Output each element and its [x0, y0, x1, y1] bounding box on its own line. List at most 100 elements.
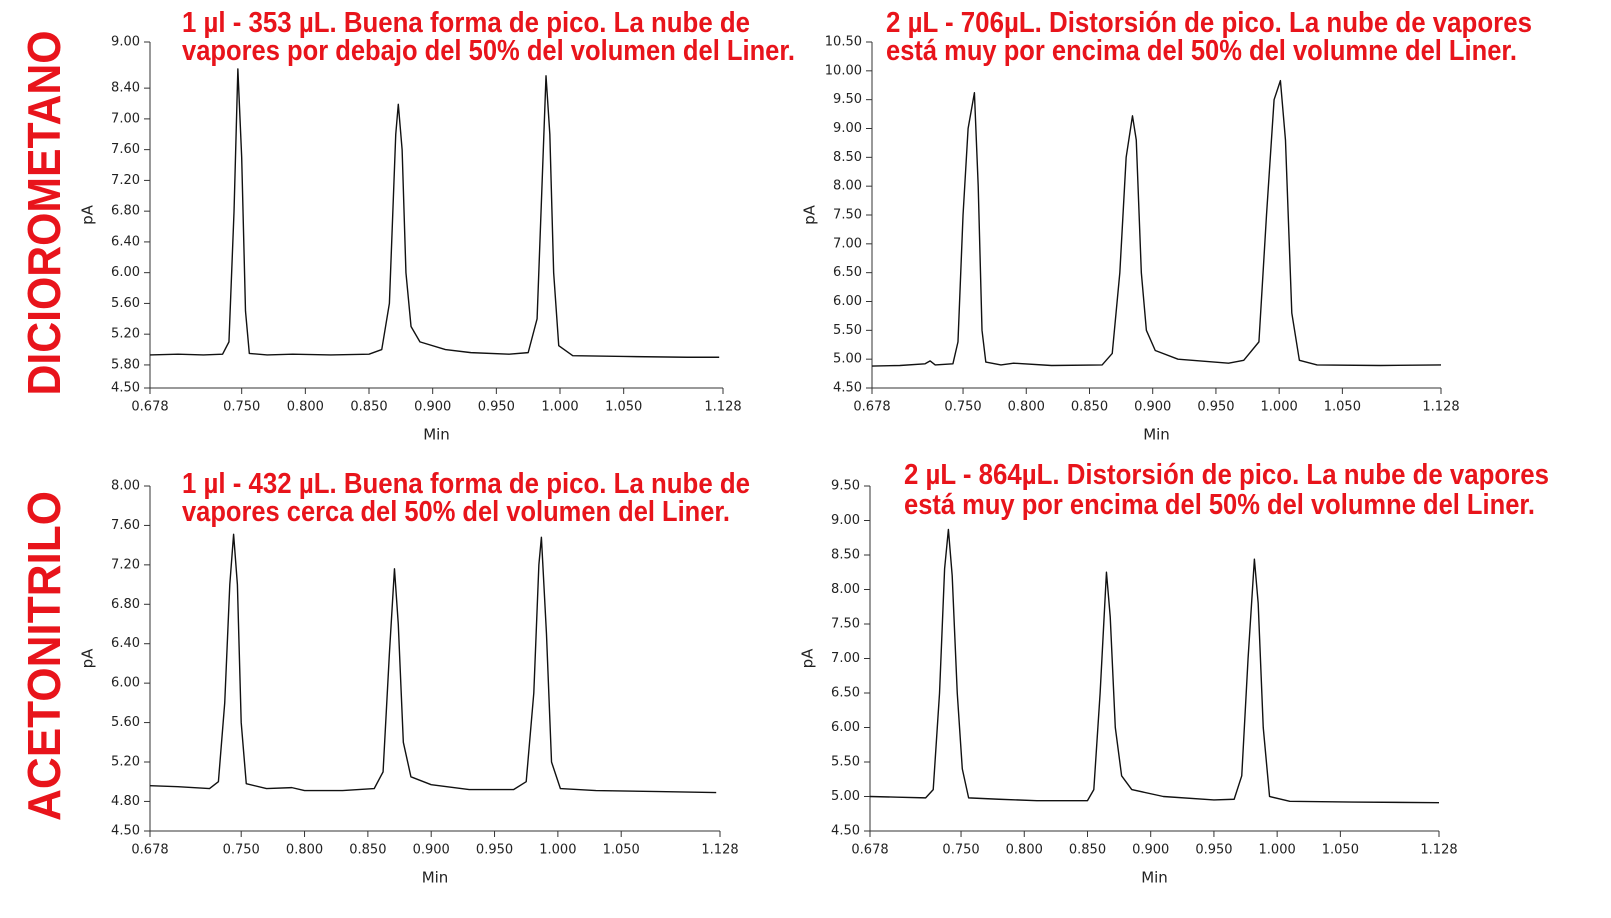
y-tick-label: 6.40	[111, 234, 140, 249]
x-tick-label: 0.678	[131, 843, 168, 858]
x-tick-label: 1.050	[1322, 843, 1359, 858]
x-tick-label: 0.950	[1197, 400, 1234, 415]
y-tick-label: 10.00	[825, 63, 862, 78]
y-tick-label: 8.40	[111, 81, 140, 96]
x-tick-label: 0.678	[131, 400, 168, 415]
y-tick-label: 8.50	[831, 548, 860, 563]
chart-title: vapores cerca del 50% del volumen del Li…	[182, 496, 730, 528]
y-tick-label: 7.50	[833, 208, 862, 223]
y-tick-label: 8.50	[833, 150, 862, 165]
y-tick-label: 6.00	[111, 676, 140, 691]
y-tick-label: 6.00	[831, 720, 860, 735]
x-tick-label: 1.128	[701, 843, 738, 858]
y-tick-label: 8.00	[111, 479, 140, 494]
y-tick-label: 9.00	[831, 513, 860, 528]
x-tick-label: 0.850	[350, 400, 387, 415]
chart-title: está muy por encima del 50% del volumne …	[904, 489, 1535, 521]
x-tick-label: 0.850	[1071, 400, 1108, 415]
x-tick-label: 0.678	[853, 400, 890, 415]
chromatogram-line	[869, 528, 1440, 804]
y-tick-label: 5.20	[111, 327, 140, 342]
y-tick-label: 5.00	[831, 789, 860, 804]
y-tick-label: 7.20	[111, 173, 140, 188]
x-tick-label: 0.950	[476, 843, 513, 858]
chart-title: 1 µl - 432 µL. Buena forma de pico. La n…	[182, 468, 750, 500]
x-tick-label: 1.050	[603, 843, 640, 858]
y-axis-label: pA	[801, 204, 819, 225]
y-tick-label: 5.60	[111, 715, 140, 730]
x-tick-label: 0.850	[1069, 843, 1106, 858]
y-tick-label: 6.80	[111, 204, 140, 219]
y-tick-label: 9.00	[111, 35, 140, 50]
x-axis-label: Min	[422, 869, 449, 887]
x-tick-label: 0.900	[413, 843, 450, 858]
y-tick-label: 4.50	[111, 824, 140, 839]
row-label: DICIOROMETANO	[18, 31, 70, 396]
y-axis-label: pA	[79, 648, 97, 669]
y-tick-label: 5.00	[833, 352, 862, 367]
chart-title: 1 µl - 353 µL. Buena forma de pico. La n…	[182, 7, 750, 39]
x-tick-label: 0.800	[286, 843, 323, 858]
x-tick-label: 1.000	[541, 400, 578, 415]
x-axis-label: Min	[1141, 869, 1168, 887]
y-tick-label: 6.40	[111, 636, 140, 651]
y-tick-label: 6.80	[111, 597, 140, 612]
x-tick-label: 1.128	[704, 400, 741, 415]
y-tick-label: 5.60	[111, 296, 140, 311]
y-tick-label: 7.60	[111, 142, 140, 157]
x-tick-label: 0.800	[1008, 400, 1045, 415]
y-tick-label: 8.00	[831, 582, 860, 597]
x-tick-label: 1.000	[1259, 843, 1296, 858]
y-tick-label: 7.60	[111, 518, 140, 533]
x-tick-label: 0.800	[287, 400, 324, 415]
x-axis-label: Min	[423, 426, 450, 444]
y-tick-label: 6.50	[833, 265, 862, 280]
y-tick-label: 7.00	[833, 236, 862, 251]
y-tick-label: 5.80	[111, 357, 140, 372]
x-tick-label: 0.900	[1134, 400, 1171, 415]
row-label: ACETONITRILO	[18, 491, 70, 821]
x-tick-label: 1.000	[539, 843, 576, 858]
x-tick-label: 0.900	[414, 400, 451, 415]
x-tick-label: 1.050	[1324, 400, 1361, 415]
y-tick-label: 4.50	[833, 381, 862, 396]
x-tick-label: 0.750	[944, 400, 981, 415]
x-tick-label: 0.950	[1195, 843, 1232, 858]
chart-title: vapores por debajo del 50% del volumen d…	[182, 35, 795, 67]
x-tick-label: 0.950	[478, 400, 515, 415]
y-tick-label: 6.00	[111, 265, 140, 280]
x-tick-label: 1.128	[1422, 400, 1459, 415]
y-tick-label: 4.50	[111, 381, 140, 396]
y-tick-label: 9.50	[833, 92, 862, 107]
x-axis-label: Min	[1143, 426, 1170, 444]
x-tick-label: 0.850	[349, 843, 386, 858]
y-axis-label: pA	[799, 648, 817, 669]
y-tick-label: 7.20	[111, 557, 140, 572]
y-tick-label: 7.00	[831, 651, 860, 666]
x-tick-label: 0.800	[1006, 843, 1043, 858]
y-tick-label: 8.00	[833, 179, 862, 194]
chromatogram-line	[149, 533, 717, 794]
y-tick-label: 9.00	[833, 121, 862, 136]
y-tick-label: 6.00	[833, 294, 862, 309]
x-tick-label: 1.000	[1261, 400, 1298, 415]
chart-title: 2 µL - 864µL. Distorsión de pico. La nub…	[904, 459, 1549, 491]
y-tick-label: 9.50	[831, 479, 860, 494]
x-tick-label: 0.678	[851, 843, 888, 858]
x-tick-label: 1.050	[605, 400, 642, 415]
y-tick-label: 5.50	[833, 323, 862, 338]
chart-title: 2 µL - 706µL. Distorsión de pico. La nub…	[886, 7, 1532, 39]
x-tick-label: 0.750	[942, 843, 979, 858]
y-tick-label: 4.50	[831, 824, 860, 839]
chromatogram-line	[871, 79, 1442, 367]
y-tick-label: 5.50	[831, 755, 860, 770]
y-tick-label: 10.50	[825, 35, 862, 50]
y-tick-label: 7.00	[111, 111, 140, 126]
x-tick-label: 0.750	[223, 400, 260, 415]
chart-title: está muy por encima del 50% del volumne …	[886, 35, 1517, 67]
y-tick-label: 4.80	[111, 794, 140, 809]
x-tick-label: 0.900	[1132, 843, 1169, 858]
x-tick-label: 1.128	[1420, 843, 1457, 858]
y-axis-label: pA	[79, 204, 97, 225]
